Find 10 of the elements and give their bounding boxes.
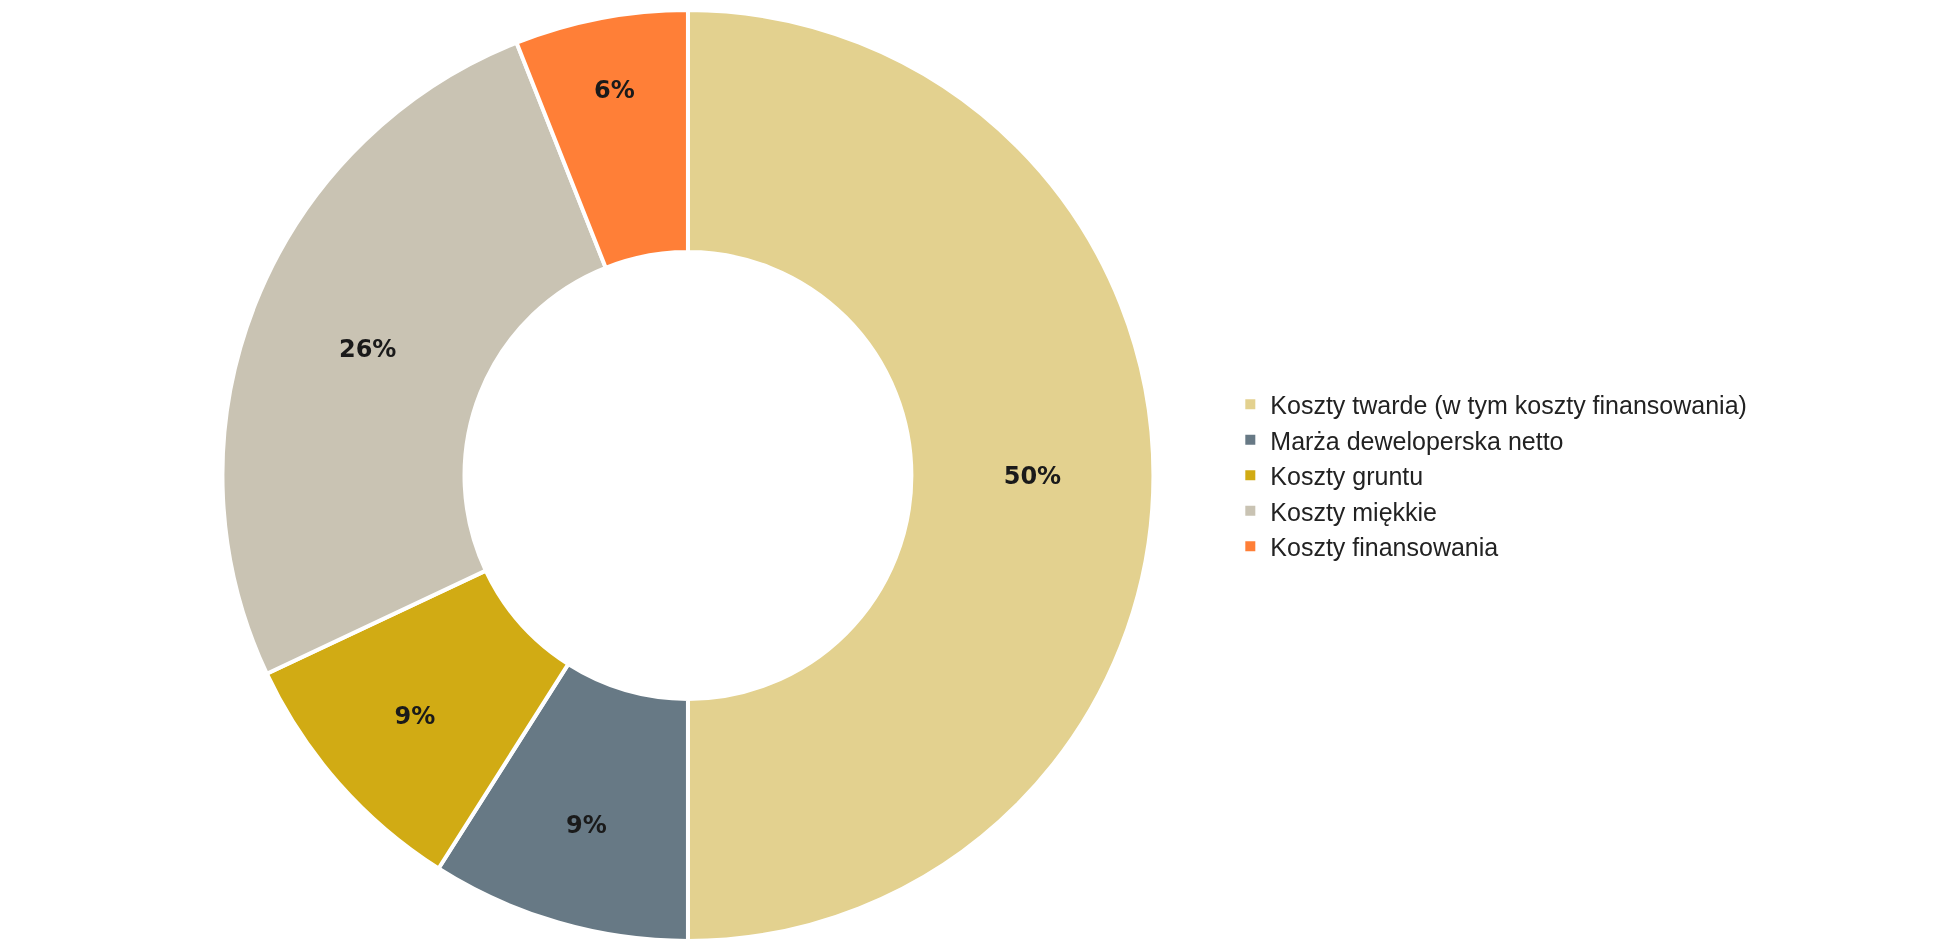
legend-label: Koszty gruntu bbox=[1270, 462, 1424, 490]
data-label: 9% bbox=[566, 811, 607, 840]
legend-label: Marża deweloperska netto bbox=[1270, 426, 1564, 455]
legend-label: Koszty miękkie bbox=[1270, 497, 1438, 526]
legend-label: Koszty finansowania bbox=[1270, 533, 1499, 561]
data-label: 9% bbox=[394, 702, 436, 731]
legend-label: Koszty twarde (w tym koszty finansowania) bbox=[1270, 391, 1747, 419]
data-label: 50% bbox=[1003, 461, 1062, 490]
data-label: 6% bbox=[594, 76, 635, 105]
data-label: 26% bbox=[338, 334, 397, 363]
